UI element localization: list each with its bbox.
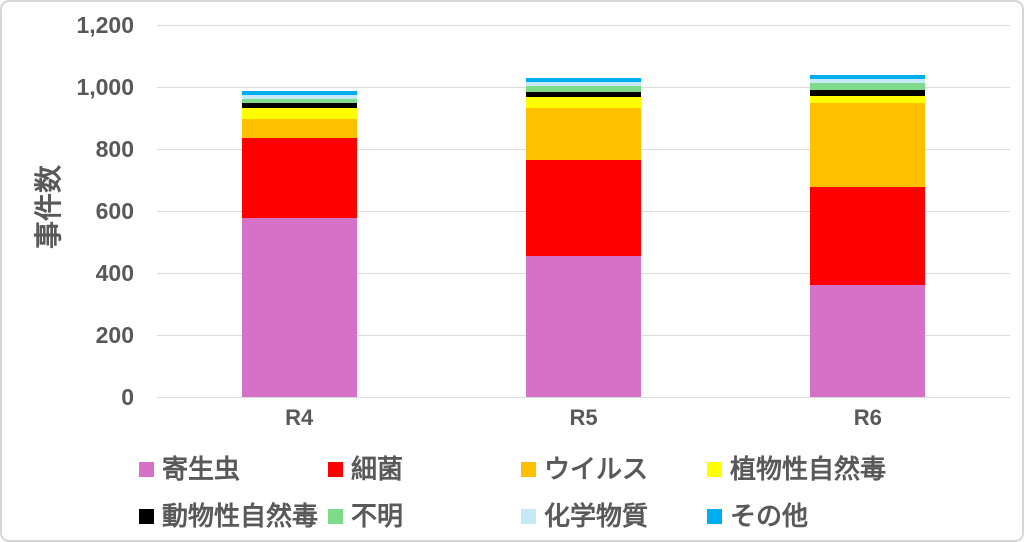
bar-segment-不明 bbox=[810, 82, 926, 91]
gridline-1200 bbox=[157, 24, 1010, 26]
bar-segment-植物性自然毒 bbox=[241, 108, 357, 119]
bar-segment-細菌 bbox=[241, 138, 357, 219]
plot-area bbox=[157, 24, 1010, 398]
legend-swatch-icon bbox=[707, 508, 722, 524]
bar-segment-ウイルス bbox=[241, 118, 357, 139]
legend-label: 植物性自然毒 bbox=[730, 454, 887, 484]
legend-label: 化学物質 bbox=[544, 501, 649, 531]
bar-segment-ウイルス bbox=[810, 102, 926, 188]
bar-segment-植物性自然毒 bbox=[526, 96, 641, 108]
legend-label: 寄生虫 bbox=[162, 454, 241, 484]
legend-item-ウイルス: ウイルス bbox=[521, 454, 648, 484]
legend-item-細菌: 細菌 bbox=[328, 454, 403, 484]
bar-segment-動物性自然毒 bbox=[526, 91, 641, 97]
legend-row-2: 動物性自然毒 不明 化学物質 その他 bbox=[2, 501, 1022, 531]
legend-swatch-icon bbox=[521, 461, 536, 477]
y-tick-label: 1,000 bbox=[76, 74, 134, 100]
gridline-0 bbox=[157, 396, 1010, 398]
legend-item-不明: 不明 bbox=[328, 501, 403, 531]
legend-item-植物性自然毒: 植物性自然毒 bbox=[707, 454, 886, 484]
bar-segment-その他 bbox=[526, 78, 641, 83]
y-tick-label: 600 bbox=[95, 198, 134, 224]
legend-swatch-icon bbox=[521, 508, 536, 524]
legend-swatch-icon bbox=[139, 461, 154, 477]
legend-item-その他: その他 bbox=[707, 501, 808, 531]
legend-label: その他 bbox=[730, 501, 809, 531]
bar-segment-その他 bbox=[241, 91, 357, 96]
legend-swatch-icon bbox=[328, 508, 343, 524]
bar-segment-寄生虫 bbox=[241, 218, 357, 397]
bar-segment-寄生虫 bbox=[526, 255, 641, 397]
bar-segment-不明 bbox=[241, 99, 357, 104]
x-tick-label-r6: R6 bbox=[853, 405, 882, 430]
legend-item-化学物質: 化学物質 bbox=[521, 501, 648, 531]
legend-swatch-icon bbox=[707, 461, 722, 477]
y-tick-label: 800 bbox=[95, 136, 134, 162]
bar-segment-不明 bbox=[526, 86, 641, 92]
legend-row-1: 寄生虫 細菌 ウイルス 植物性自然毒 bbox=[2, 454, 1022, 484]
legend-label: ウイルス bbox=[544, 454, 649, 484]
y-tick-label: 200 bbox=[95, 322, 134, 348]
y-tick-label: 0 bbox=[121, 384, 134, 410]
x-tick-label-r5: R5 bbox=[569, 405, 598, 430]
legend-item-動物性自然毒: 動物性自然毒 bbox=[139, 501, 318, 531]
bar-segment-化学物質 bbox=[241, 95, 357, 100]
legend-label: 動物性自然毒 bbox=[162, 501, 319, 531]
bar-segment-植物性自然毒 bbox=[810, 96, 926, 103]
x-tick-label-r4: R4 bbox=[285, 405, 314, 430]
bar-r5 bbox=[526, 78, 641, 397]
legend-label: 不明 bbox=[351, 501, 404, 531]
bar-r6 bbox=[810, 74, 926, 397]
bar-segment-ウイルス bbox=[526, 107, 641, 160]
bar-segment-化学物質 bbox=[810, 78, 926, 83]
bar-segment-動物性自然毒 bbox=[810, 90, 926, 97]
legend-swatch-icon bbox=[139, 508, 154, 524]
legend-item-寄生虫: 寄生虫 bbox=[139, 454, 240, 484]
bar-segment-細菌 bbox=[810, 187, 926, 285]
bar-segment-化学物質 bbox=[526, 82, 641, 87]
bar-r4 bbox=[241, 91, 357, 397]
bar-segment-寄生虫 bbox=[810, 284, 926, 397]
legend-swatch-icon bbox=[328, 461, 343, 477]
bar-segment-その他 bbox=[810, 74, 926, 79]
y-tick-label: 400 bbox=[95, 260, 134, 286]
y-tick-label: 1,200 bbox=[76, 12, 134, 38]
bar-segment-細菌 bbox=[526, 159, 641, 256]
legend-label: 細菌 bbox=[351, 454, 404, 484]
bar-segment-動物性自然毒 bbox=[241, 103, 357, 109]
